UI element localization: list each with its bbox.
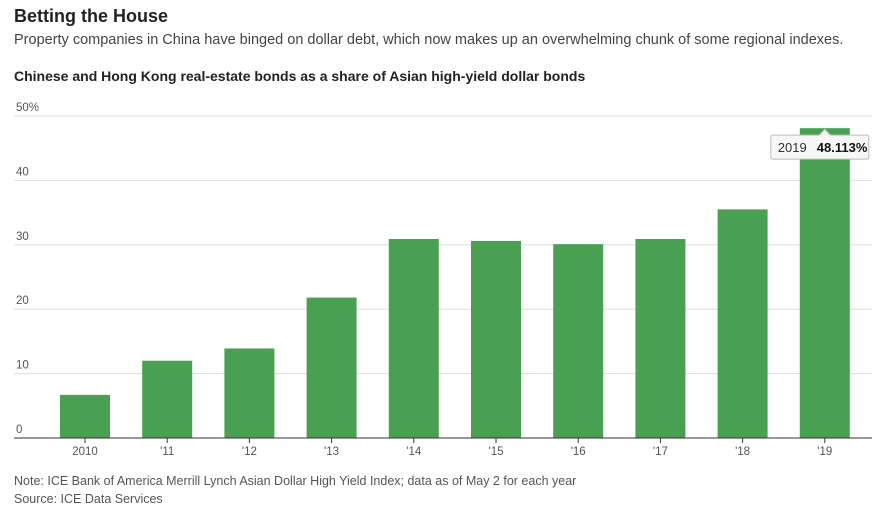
x-tick-label: 2010: [72, 446, 98, 458]
bar[interactable]: [799, 128, 850, 438]
y-tick-label: 0: [16, 424, 22, 436]
bar[interactable]: [471, 240, 521, 438]
bars: [60, 128, 850, 438]
tooltip-value: 48.113%: [817, 140, 868, 155]
y-tick-label: 20: [16, 295, 29, 307]
x-tick-label: '13: [324, 446, 339, 458]
y-tick-label: 40: [16, 166, 29, 178]
page-title: Betting the House: [14, 6, 169, 26]
x-tick-label: '11: [160, 446, 174, 458]
y-tick-label: 10: [16, 360, 29, 372]
y-axis-labels: 0 10 20 30 40 50%: [16, 102, 39, 436]
bar[interactable]: [224, 348, 275, 438]
tooltip-pointer: [818, 128, 832, 136]
y-tick-label: 50%: [16, 102, 39, 114]
x-tick-label: '17: [653, 446, 668, 458]
x-tick-label: '14: [406, 446, 422, 458]
bar[interactable]: [306, 297, 357, 438]
bar[interactable]: [553, 244, 604, 438]
x-tick-label: '19: [817, 446, 832, 458]
bar[interactable]: [635, 239, 686, 438]
bar[interactable]: [388, 239, 439, 438]
bar[interactable]: [60, 394, 110, 438]
page-subtitle: Property companies in China have binged …: [14, 32, 844, 48]
tooltip-pointer-join: [819, 134, 831, 137]
tooltip-year: 2019: [778, 140, 807, 155]
chart-note: Note: ICE Bank of America Merrill Lynch …: [14, 474, 577, 488]
x-tick-label: '12: [242, 446, 257, 458]
bar[interactable]: [717, 209, 768, 438]
x-axis-labels: 2010 '11 '12 '13 '14 '15 '16 '17 '18 '19: [72, 438, 832, 458]
x-tick-label: '16: [571, 446, 586, 458]
x-tick-label: '18: [735, 446, 750, 458]
bar[interactable]: [142, 360, 193, 438]
chart-title: Chinese and Hong Kong real-estate bonds …: [14, 68, 586, 84]
y-tick-label: 30: [16, 231, 29, 243]
value-tooltip: 2019 48.113%: [770, 128, 870, 160]
x-tick-label: '15: [489, 446, 504, 458]
chart-source: Source: ICE Data Services: [14, 492, 163, 506]
